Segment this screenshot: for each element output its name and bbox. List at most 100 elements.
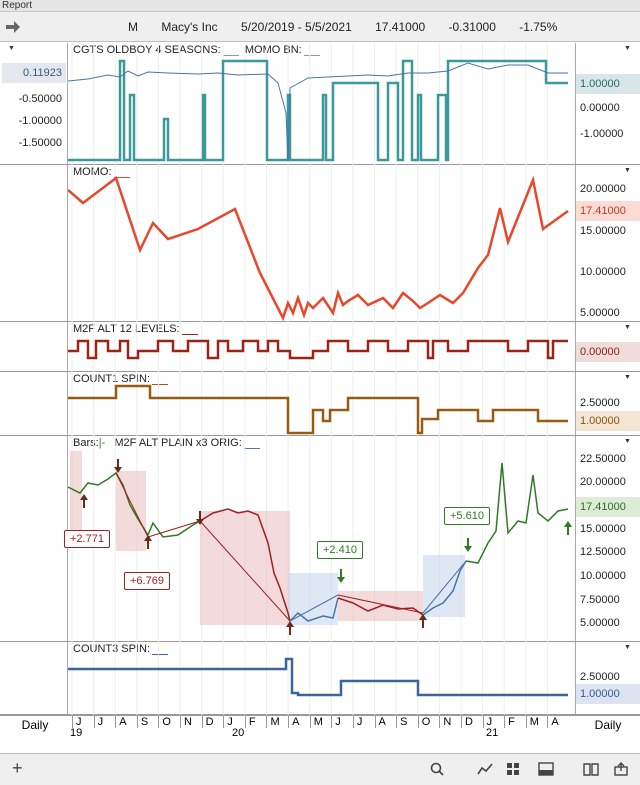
month-tick: O [158,716,171,728]
pane-3-menu-icon[interactable]: ▼ [624,324,631,331]
month-tick: J [72,716,82,728]
swing-zone-1 [70,451,82,541]
left-period-label[interactable]: Daily [21,718,49,732]
date-range: 5/20/2019 - 5/5/2021 [241,20,352,34]
month-tick: J [93,716,103,728]
month-tick: A [115,716,127,728]
year-20: 20 [232,727,245,739]
p5-rtick-6: 5.00000 [580,617,620,629]
toolbar: M Macy's Inc 5/20/2019 - 5/5/2021 17.410… [0,12,640,42]
company-name: Macy's Inc [161,20,218,34]
pane-3 [0,322,640,372]
pane-6-label: COUNT3 SPIN: [73,643,169,655]
pane-1-right-menu-icon[interactable]: ▼ [624,45,631,52]
p1-rtick-1: -1.00000 [580,128,624,140]
p5-rtick-2: 15.00000 [580,523,626,535]
month-tick: J [482,716,492,728]
pane-4-menu-icon[interactable]: ▼ [624,374,631,381]
pane-2-label: MOMO: [73,166,130,178]
right-period-label[interactable]: Daily [594,718,622,732]
p6-rtick-0: 2.50000 [580,671,620,683]
p2-rtick-3: 5.00000 [580,307,620,319]
annotation-3: +2.410 [317,541,363,559]
m2f-plain-label: M2F ALT PLAIN x3 ORIG: [114,437,242,449]
pane-4-label: COUNT1 SPIN: [73,373,169,385]
pane-5-label: Bars:|- M2F ALT PLAIN x3 ORIG: [73,437,260,449]
p2-right-value: 17.41000 [576,201,640,221]
month-tick: S [396,716,407,728]
pane-1-menu-icon[interactable]: ▼ [8,45,15,52]
month-tick: A [288,716,299,728]
count3-label: COUNT3 SPIN: [73,643,151,655]
month-tick: J [223,716,233,728]
pane-1-left-value: 0.11923 [2,63,66,83]
p2-rtick-1: 15.00000 [580,225,626,237]
pane-4 [0,372,640,436]
p1-ltick-0: -0.50000 [18,93,62,105]
m2f-levels-label: M2F ALT 12 LEVELS: [73,323,180,335]
momo-bn-label: MOMO BN: [244,44,302,56]
count1-line [68,384,568,435]
x-axis [0,715,640,753]
signal-arrows-green [337,521,572,583]
pane-6 [0,642,640,715]
month-tick: F [504,716,515,728]
annotation-4: +5.610 [444,507,490,525]
month-tick: N [439,716,451,728]
month-tick: M [309,716,323,728]
pane-3-label: M2F ALT 12 LEVELS: [73,323,198,335]
p4-rtick-0: 2.50000 [580,397,620,409]
year-21: 21 [486,727,499,739]
p2-rtick-2: 10.00000 [580,266,626,278]
month-tick: D [201,716,214,728]
month-tick: S [136,716,148,728]
price-bars-green [68,471,201,538]
p5-rtick-0: 22.50000 [580,453,626,465]
pane-6-menu-icon[interactable]: ▼ [624,644,631,651]
add-icon[interactable]: + [12,758,23,778]
swing-zone-2 [116,471,146,551]
price-bars-blue-2 [422,560,467,616]
month-tick: A [547,716,559,728]
month-tick: A [374,716,386,728]
year-19: 19 [70,727,83,739]
symbol: M [128,20,138,34]
p2-rtick-0: 20.00000 [580,183,626,195]
last-price: 17.41000 [375,20,426,34]
month-tick: M [525,716,539,728]
annotation-2: +6.769 [124,572,170,590]
month-tick: J [352,716,362,728]
panel-icon[interactable] [538,762,554,776]
chart-canvas[interactable] [68,43,575,715]
cgts-label: CGTS OLDBOY 4 SEASONS: [73,44,221,56]
bars-sep: |- [98,437,106,449]
p1-ltick-2: -1.50000 [18,137,62,149]
bars-label: Bars: [73,437,99,449]
p3-right-value: 0.00000 [576,342,640,362]
m2f-levels-line [68,339,568,360]
line-chart-icon[interactable] [477,762,493,776]
pane-1 [0,43,640,165]
search-icon[interactable] [430,762,444,776]
p1-right-value: 1.00000 [576,74,640,94]
book-icon[interactable] [583,762,599,776]
grid-icon[interactable] [506,762,520,776]
right-axis-column [575,43,640,715]
momo-bn-line [68,62,568,162]
forward-arrow-icon[interactable] [6,21,20,33]
swing-line-up [289,594,339,622]
pane-5-menu-icon[interactable]: ▼ [624,438,631,445]
price-bars-green-2 [465,462,569,564]
month-tick: O [417,716,430,728]
left-axis-column [0,43,68,715]
share-icon[interactable] [614,762,628,776]
count3-line [68,657,568,697]
price-change: -0.31000 [448,20,496,34]
chart-header: M Macy's Inc 5/20/2019 - 5/5/2021 17.410… [128,20,577,34]
p4-right-value: 1.00000 [576,411,640,431]
window-title: Report [0,0,640,12]
swing-line-down [115,472,291,622]
pane-2-menu-icon[interactable]: ▼ [624,167,631,174]
swing-zone-3 [200,511,290,625]
